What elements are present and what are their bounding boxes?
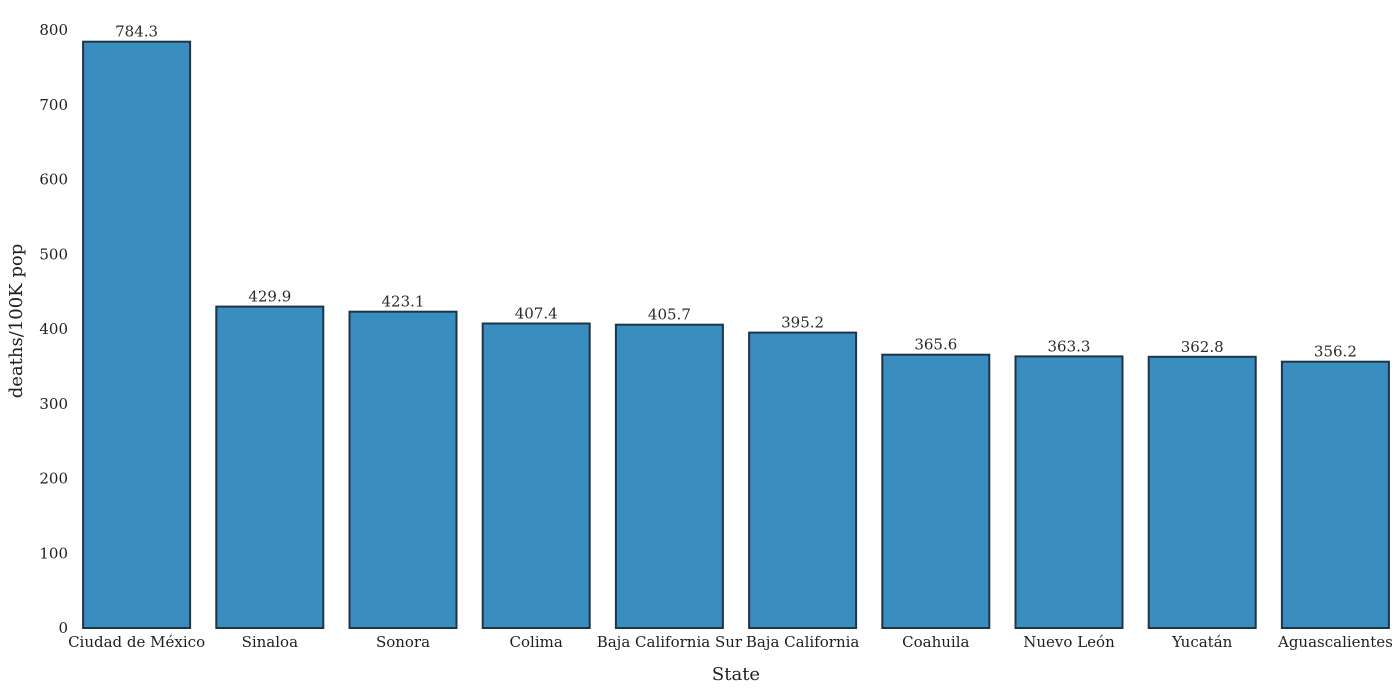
y-tick-label: 200 xyxy=(39,470,68,488)
y-tick-label: 300 xyxy=(39,395,68,413)
data-label: 429.9 xyxy=(248,288,291,306)
data-label: 365.6 xyxy=(914,336,957,354)
y-tick-label: 600 xyxy=(39,171,68,189)
y-axis-ticks: 0 100 200 300 400 500 600 700 800 xyxy=(39,21,68,637)
x-tick-label: Ciudad de México xyxy=(68,633,205,651)
data-label: 407.4 xyxy=(515,305,558,323)
bars-group xyxy=(82,40,1390,629)
x-tick-label: Sinaloa xyxy=(242,633,299,651)
x-tick-label: Colima xyxy=(510,633,563,651)
x-tick-label: Baja California Sur xyxy=(597,633,743,651)
x-tick-label: Sonora xyxy=(376,633,430,651)
bar xyxy=(82,40,192,629)
y-tick-label: 400 xyxy=(39,320,68,338)
bar xyxy=(215,305,325,629)
data-label: 423.1 xyxy=(382,293,425,311)
data-label: 363.3 xyxy=(1048,337,1091,355)
x-tick-label: Coahuila xyxy=(902,633,969,651)
data-label: 405.7 xyxy=(648,306,691,324)
x-tick-label: Nuevo León xyxy=(1023,633,1115,651)
bar xyxy=(348,310,458,629)
bar xyxy=(748,331,858,629)
data-labels-group: 784.3 429.9 423.1 407.4 405.7 395.2 365.6 363.3… xyxy=(115,23,1357,361)
x-tick-label: Yucatán xyxy=(1171,633,1233,651)
y-tick-label: 800 xyxy=(39,21,68,39)
y-tick-label: 700 xyxy=(39,96,68,114)
bar xyxy=(1014,355,1124,629)
data-label: 362.8 xyxy=(1181,338,1224,356)
x-tick-label: Baja California xyxy=(746,633,860,651)
bar xyxy=(1280,360,1390,629)
x-tick-label: Aguascalientes xyxy=(1277,633,1393,651)
bar xyxy=(1147,355,1257,629)
x-axis-title: State xyxy=(712,664,760,685)
data-label: 395.2 xyxy=(781,314,824,332)
y-tick-label: 100 xyxy=(39,544,68,562)
bar xyxy=(881,353,991,629)
data-label: 784.3 xyxy=(115,23,158,41)
x-axis-ticks: Ciudad de México Sinaloa Sonora Colima Baja … xyxy=(68,633,1393,651)
y-axis-title: deaths/100K pop xyxy=(6,244,27,398)
y-tick-label: 0 xyxy=(58,619,68,637)
bar xyxy=(614,323,724,629)
y-tick-label: 500 xyxy=(39,245,68,263)
data-label: 356.2 xyxy=(1314,343,1357,361)
bar xyxy=(481,322,591,629)
